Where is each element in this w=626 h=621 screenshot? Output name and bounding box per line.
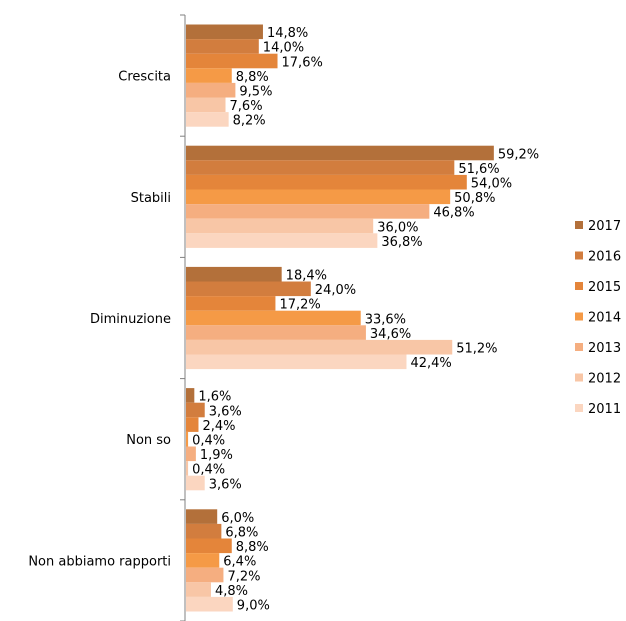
data-label: 3,6% xyxy=(209,404,242,419)
data-label: 2,4% xyxy=(202,419,235,434)
data-label: 6,0% xyxy=(221,511,254,526)
data-label: 7,2% xyxy=(227,569,260,584)
bar-2014-2 xyxy=(186,310,361,326)
data-label: 51,2% xyxy=(456,342,497,357)
data-label: 51,6% xyxy=(458,162,499,177)
bar-2012-1 xyxy=(186,218,374,234)
legend-label: 2017 xyxy=(588,219,621,234)
bar-2011-1 xyxy=(186,233,378,248)
bar-2017-2 xyxy=(186,266,282,282)
bar-2016-3 xyxy=(186,402,205,418)
category-label: Non so xyxy=(126,433,171,448)
bar-2012-3 xyxy=(186,461,189,476)
bar-2013-4 xyxy=(186,567,224,583)
data-label: 6,8% xyxy=(225,526,258,541)
bar-2011-3 xyxy=(186,475,205,491)
data-label: 36,0% xyxy=(377,220,418,235)
value-labels-layer: 14,8%14,0%17,6%8,8%9,5%7,6%8,2%59,2%51,6… xyxy=(192,26,539,613)
bar-2014-3 xyxy=(186,431,189,447)
data-label: 14,0% xyxy=(263,41,304,56)
data-label: 17,2% xyxy=(279,298,320,313)
data-label: 0,4% xyxy=(192,434,225,449)
category-label: Crescita xyxy=(118,70,171,85)
data-label: 8,8% xyxy=(236,540,269,555)
bar-2016-0 xyxy=(186,39,259,54)
legend-label: 2012 xyxy=(588,372,621,387)
data-label: 42,4% xyxy=(410,356,451,371)
data-label: 0,4% xyxy=(192,463,225,478)
data-label: 59,2% xyxy=(498,147,539,162)
data-label: 8,2% xyxy=(233,114,266,129)
bar-2015-4 xyxy=(186,538,232,554)
data-label: 1,6% xyxy=(198,390,231,405)
bar-2017-4 xyxy=(186,509,218,524)
legend: 2017 2016 2015 2014 2013 2012 2011 xyxy=(575,219,621,417)
data-label: 1,9% xyxy=(200,448,233,463)
bar-2015-1 xyxy=(186,174,467,190)
category-label: Stabili xyxy=(131,191,171,206)
legend-swatch xyxy=(575,373,583,382)
category-labels-layer: Crescita Stabili Diminuzione Non so Non abbi… xyxy=(28,70,171,570)
legend-label: 2013 xyxy=(588,341,621,356)
legend-label: 2014 xyxy=(588,311,621,326)
bar-2016-2 xyxy=(186,281,311,297)
bar-2013-1 xyxy=(186,204,430,219)
legend-swatch xyxy=(575,221,583,229)
data-label: 18,4% xyxy=(286,269,327,284)
legend-swatch xyxy=(575,282,583,290)
data-label: 9,5% xyxy=(239,85,272,100)
legend-swatch xyxy=(575,404,583,412)
bar-2012-2 xyxy=(186,339,453,355)
legend-swatch xyxy=(575,312,583,321)
bar-2014-4 xyxy=(186,553,220,568)
legend-label: 2015 xyxy=(588,280,621,295)
bar-2017-3 xyxy=(186,388,195,403)
legend-swatch xyxy=(575,251,583,260)
bar-2015-2 xyxy=(186,296,276,311)
data-label: 33,6% xyxy=(365,312,406,327)
legend-label: 2011 xyxy=(588,402,621,417)
data-label: 6,4% xyxy=(223,555,256,570)
data-label: 46,8% xyxy=(433,206,474,221)
data-label: 54,0% xyxy=(471,177,512,192)
category-axis xyxy=(180,14,186,621)
legend-swatch xyxy=(575,343,583,351)
data-label: 34,6% xyxy=(370,327,411,342)
data-label: 14,8% xyxy=(267,26,308,41)
legend-label: 2016 xyxy=(588,250,621,265)
data-label: 4,8% xyxy=(215,584,248,599)
bar-2012-0 xyxy=(186,97,226,113)
bar-2013-0 xyxy=(186,82,236,98)
bar-2015-0 xyxy=(186,53,278,69)
bar-2012-4 xyxy=(186,582,211,597)
bar-2017-1 xyxy=(186,145,494,161)
bar-2016-4 xyxy=(186,523,222,539)
bar-2014-0 xyxy=(186,68,232,83)
data-label: 24,0% xyxy=(315,283,356,298)
bar-2014-1 xyxy=(186,189,451,205)
data-label: 7,6% xyxy=(230,99,263,114)
bar-2013-3 xyxy=(186,446,196,462)
bar-2015-3 xyxy=(186,417,199,432)
bar-2011-0 xyxy=(186,112,229,127)
data-label: 3,6% xyxy=(209,477,242,492)
data-label: 9,0% xyxy=(237,599,270,614)
data-label: 36,8% xyxy=(381,235,422,250)
bar-2011-4 xyxy=(186,596,233,612)
category-label: Diminuzione xyxy=(90,312,171,327)
bar-2016-1 xyxy=(186,160,455,175)
bar-2011-2 xyxy=(186,354,407,370)
bar-2017-0 xyxy=(186,24,263,40)
data-label: 17,6% xyxy=(282,55,323,70)
data-label: 8,8% xyxy=(236,70,269,85)
category-label: Non abbiamo rapporti xyxy=(28,554,171,569)
bars-layer xyxy=(186,24,494,612)
bar-2013-2 xyxy=(186,325,366,340)
data-label: 50,8% xyxy=(454,191,495,206)
